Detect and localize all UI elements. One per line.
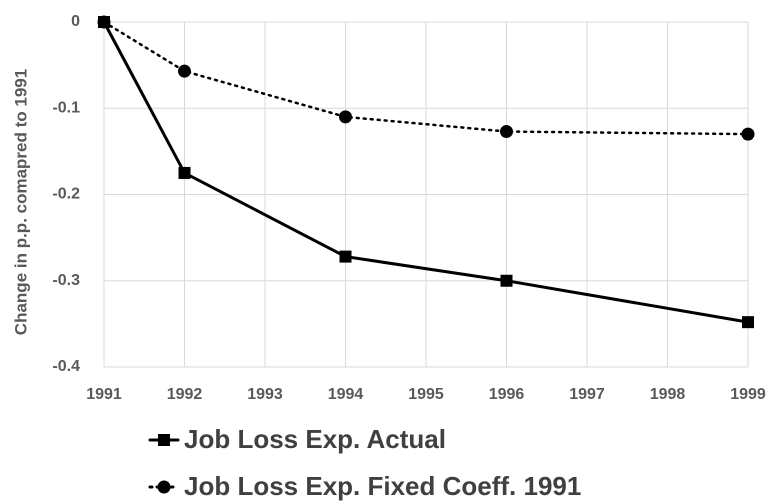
y-tick-label: -0.3 <box>52 272 80 289</box>
x-tick-label: 1992 <box>167 386 203 403</box>
x-tick-label: 1999 <box>730 386 766 403</box>
y-tick-label: 0 <box>71 13 80 30</box>
x-tick-label: 1995 <box>408 386 444 403</box>
data-point <box>500 274 513 287</box>
legend-marker <box>158 434 170 446</box>
legend-label: Job Loss Exp. Actual <box>184 424 446 454</box>
data-point <box>741 127 755 141</box>
y-axis-label: Change in p.p. comapred to 1991 <box>11 69 30 335</box>
legend-marker <box>157 480 171 494</box>
data-point <box>178 64 191 78</box>
legend-label: Job Loss Exp. Fixed Coeff. 1991 <box>184 471 581 501</box>
x-tick-label: 1997 <box>569 386 605 403</box>
data-point <box>97 15 111 29</box>
y-tick-label: -0.4 <box>52 358 80 375</box>
data-point <box>339 250 352 263</box>
x-tick-label: 1994 <box>328 386 364 403</box>
data-point <box>339 110 352 124</box>
x-tick-label: 1993 <box>247 386 283 403</box>
x-tick-label: 1996 <box>489 386 525 403</box>
data-point <box>742 316 754 329</box>
y-tick-label: -0.1 <box>52 99 80 116</box>
x-tick-label: 1998 <box>650 386 686 403</box>
data-point <box>500 125 513 139</box>
data-point <box>178 166 191 179</box>
y-tick-label: -0.2 <box>52 186 80 203</box>
x-tick-label: 1991 <box>86 386 122 403</box>
